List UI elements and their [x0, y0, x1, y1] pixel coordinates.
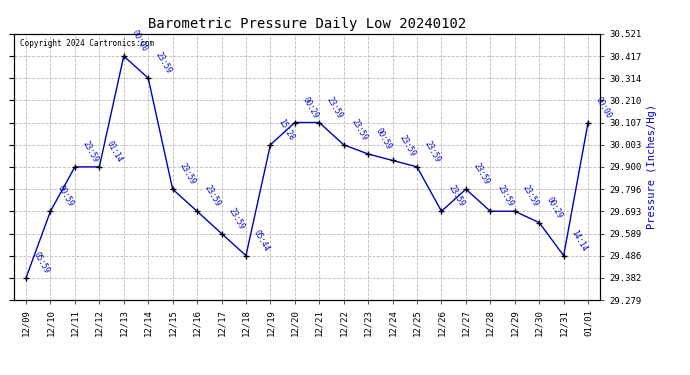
- Title: Barometric Pressure Daily Low 20240102: Barometric Pressure Daily Low 20240102: [148, 17, 466, 31]
- Text: 00:29: 00:29: [300, 95, 319, 120]
- Text: 23:59: 23:59: [154, 51, 173, 75]
- Text: 00:00: 00:00: [593, 95, 613, 120]
- Text: 00:00: 00:00: [129, 29, 148, 53]
- Text: 23:59: 23:59: [471, 162, 491, 186]
- Text: 14:14: 14:14: [569, 228, 589, 253]
- Text: 01:14: 01:14: [105, 140, 124, 164]
- Text: 23:59: 23:59: [227, 206, 246, 231]
- Text: 23:59: 23:59: [178, 162, 197, 186]
- Text: 23:59: 23:59: [422, 140, 442, 164]
- Text: 23:59: 23:59: [447, 184, 466, 209]
- Text: 00:29: 00:29: [545, 195, 564, 220]
- Y-axis label: Pressure (Inches/Hg): Pressure (Inches/Hg): [647, 104, 657, 230]
- Text: 23:59: 23:59: [398, 133, 417, 158]
- Text: 23:59: 23:59: [496, 184, 515, 209]
- Text: Copyright 2024 Cartronics.com: Copyright 2024 Cartronics.com: [19, 39, 154, 48]
- Text: 23:59: 23:59: [325, 95, 344, 120]
- Text: 15:28: 15:28: [276, 117, 295, 142]
- Text: 23:59: 23:59: [349, 117, 368, 142]
- Text: 23:59: 23:59: [81, 140, 100, 164]
- Text: 00:59: 00:59: [374, 127, 393, 151]
- Text: 23:59: 23:59: [520, 184, 540, 209]
- Text: 05:59: 05:59: [32, 251, 51, 275]
- Text: 00:59: 00:59: [56, 184, 75, 209]
- Text: 23:59: 23:59: [203, 184, 222, 209]
- Text: 05:44: 05:44: [252, 228, 271, 253]
